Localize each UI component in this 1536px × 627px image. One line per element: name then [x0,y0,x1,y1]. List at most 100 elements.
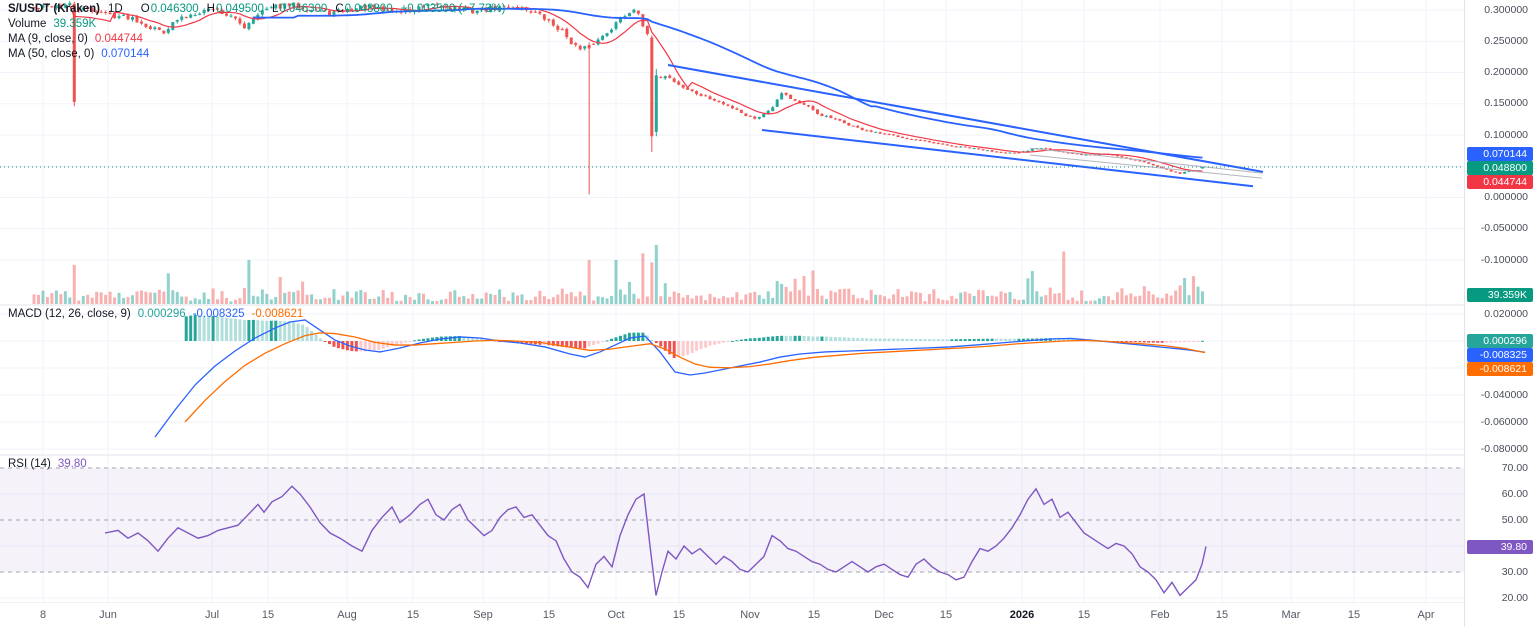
volume-bar [41,290,45,304]
volume-bar [654,244,658,304]
volume-bar [193,298,197,304]
candle [918,139,922,141]
time-axis-label: 15 [672,609,686,621]
macd-hist-bar [596,341,600,344]
macd-hist-bar [359,341,363,352]
macd-hist-bar [959,339,963,341]
volume-bar [901,296,905,304]
candle [820,113,824,117]
volume-bar [932,289,936,304]
macd-hist-bar [954,339,958,341]
candle [1178,172,1182,174]
volume-bar [278,276,282,304]
candle [41,5,45,8]
axis-label: -0.100000 [1480,253,1528,266]
macd-hist-bar [874,338,878,341]
macd-hist-bar [605,340,609,342]
volume-bar [726,297,730,304]
candle [748,115,752,117]
macd-hist-bar [1192,341,1196,342]
volume-bar [1133,296,1137,304]
macd-hist-bar [457,335,461,341]
candle [538,11,542,14]
macd-hist-bar [471,337,475,341]
candle [726,104,730,106]
volume-bar [668,296,672,304]
macd-hist-bar [699,341,703,350]
candle [278,3,282,9]
symbol-title[interactable]: S/USDT (Kraken) [8,3,101,15]
candle [775,99,779,107]
candle [189,14,193,18]
volume-bar [341,295,345,304]
macd-hist-bar [851,337,855,341]
candle [439,5,443,7]
macd-hist-bar [574,341,578,349]
macd-hist-bar [1008,338,1012,341]
ma9-indicator-title[interactable]: MA (9, close, 0) [8,33,88,45]
volume-bar [914,292,918,304]
macd-hist-bar [462,336,466,341]
macd-hist-bar [932,339,936,341]
macd-hist-bar [560,341,564,347]
macd-hist-bar [901,338,905,341]
volume-bar [77,300,81,304]
macd-hist-bar [950,339,954,341]
macd-hist-bar [887,338,891,341]
volume-bar [847,288,851,304]
time-axis-label: Jun [99,609,117,621]
candle [878,132,882,134]
candle [77,7,81,11]
price-scale[interactable]: 0.300000 0.250000 0.200000 0.150000 0.100000… [1464,0,1536,627]
volume-bar [999,291,1003,304]
volume-bar [63,291,67,304]
macd-hist-bar [856,337,860,341]
volume-bar [113,297,117,304]
macd-hist-bar [681,341,685,357]
volume-bar [1192,276,1196,304]
trendline[interactable] [761,129,1254,188]
volume-bar [59,294,63,304]
macd-hist-bar [1187,341,1191,342]
candle [202,10,206,14]
candle [923,140,927,142]
candle [211,9,215,11]
volume-bar [775,280,779,304]
trendline[interactable] [1029,154,1263,179]
macd-hist-bar [1053,338,1057,341]
ma50-indicator-title[interactable]: MA (50, close, 0) [8,48,95,60]
candle [762,113,766,118]
volume-bar [50,292,54,304]
rsi-indicator-title[interactable]: RSI (14) [8,458,51,470]
time-axis-label: Apr [1417,609,1435,621]
volume-bar [90,297,94,304]
macd-hist-bar [287,321,291,341]
candle [372,4,376,9]
macd-hist-bar [708,341,712,346]
candle [1115,155,1119,157]
candle [1098,154,1102,156]
time-scale[interactable]: 8 Jun Jul 15 Aug 15 Sep 15 Oct 15 Nov 15 Dec 15 2026 15… [0,603,1536,627]
candle [269,7,273,9]
volume-bar [1071,297,1075,304]
candle [296,3,300,9]
volume-bar [918,292,922,304]
volume-bar [395,300,399,304]
candle [233,16,237,19]
trendline[interactable] [667,64,1264,173]
volume-bar [1178,285,1182,304]
volume-bar [444,298,448,304]
axis-label: 30.00 [1501,565,1528,578]
macd-hist-bar [842,337,846,341]
trendline[interactable] [1029,147,1263,174]
candle [260,10,264,15]
volume-bar [498,289,502,304]
candle [838,118,842,121]
macd-indicator-title[interactable]: MACD (12, 26, close, 9) [8,308,131,320]
volume-indicator-title[interactable]: Volume [8,18,47,30]
macd-hist-bar [766,336,770,341]
macd-hist-bar [833,336,837,341]
timeframe-label[interactable]: 1D [108,3,123,15]
